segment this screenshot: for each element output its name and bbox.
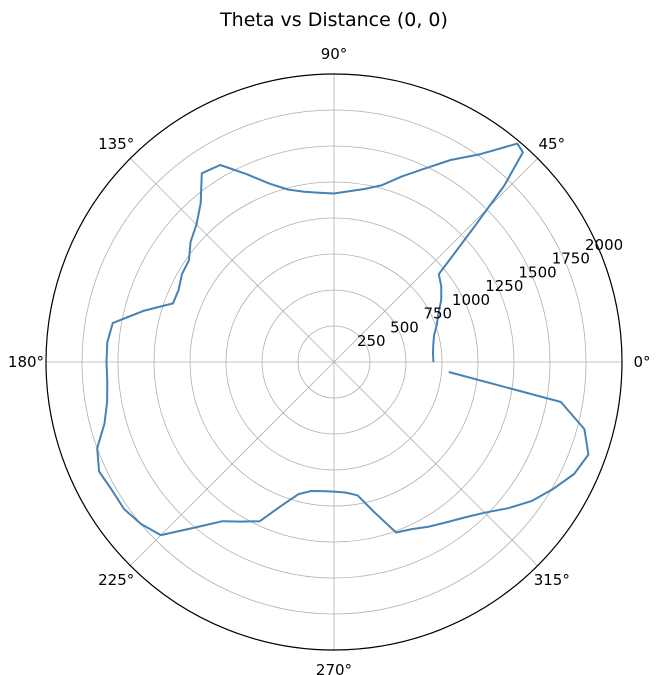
chart-title: Theta vs Distance (0, 0) <box>219 9 448 31</box>
r-tick-1250: 1250 <box>485 277 523 295</box>
theta-tick-45: 45° <box>539 135 566 153</box>
grid-spoke-135 <box>130 158 335 363</box>
theta-tick-270: 270° <box>316 661 352 675</box>
grid-spoke-45 <box>333 158 538 363</box>
r-tick-1750: 1750 <box>552 250 590 268</box>
series-layer <box>96 142 590 537</box>
r-tick-750: 750 <box>423 305 452 323</box>
theta-tick-315: 315° <box>534 571 570 589</box>
grid-spoke-315 <box>333 361 538 566</box>
polar-frame <box>45 73 623 651</box>
theta-tick-135: 135° <box>98 135 134 153</box>
theta-tick-225: 225° <box>98 571 134 589</box>
theta-tick-0: 0° <box>633 353 650 371</box>
theta-tick-90: 90° <box>321 45 348 63</box>
theta-tick-labels: 0° 45° 90° 135° 180° 225° 270° 315° <box>8 45 651 675</box>
r-tick-2000: 2000 <box>585 236 623 254</box>
series-line-0 <box>96 142 590 537</box>
r-tick-500: 500 <box>390 318 419 336</box>
grid-spoke-225 <box>130 361 335 566</box>
r-tick-1500: 1500 <box>519 263 557 281</box>
r-tick-1000: 1000 <box>452 291 490 309</box>
theta-tick-180: 180° <box>8 353 44 371</box>
r-tick-250: 250 <box>357 332 386 350</box>
angular-grid <box>46 74 622 650</box>
